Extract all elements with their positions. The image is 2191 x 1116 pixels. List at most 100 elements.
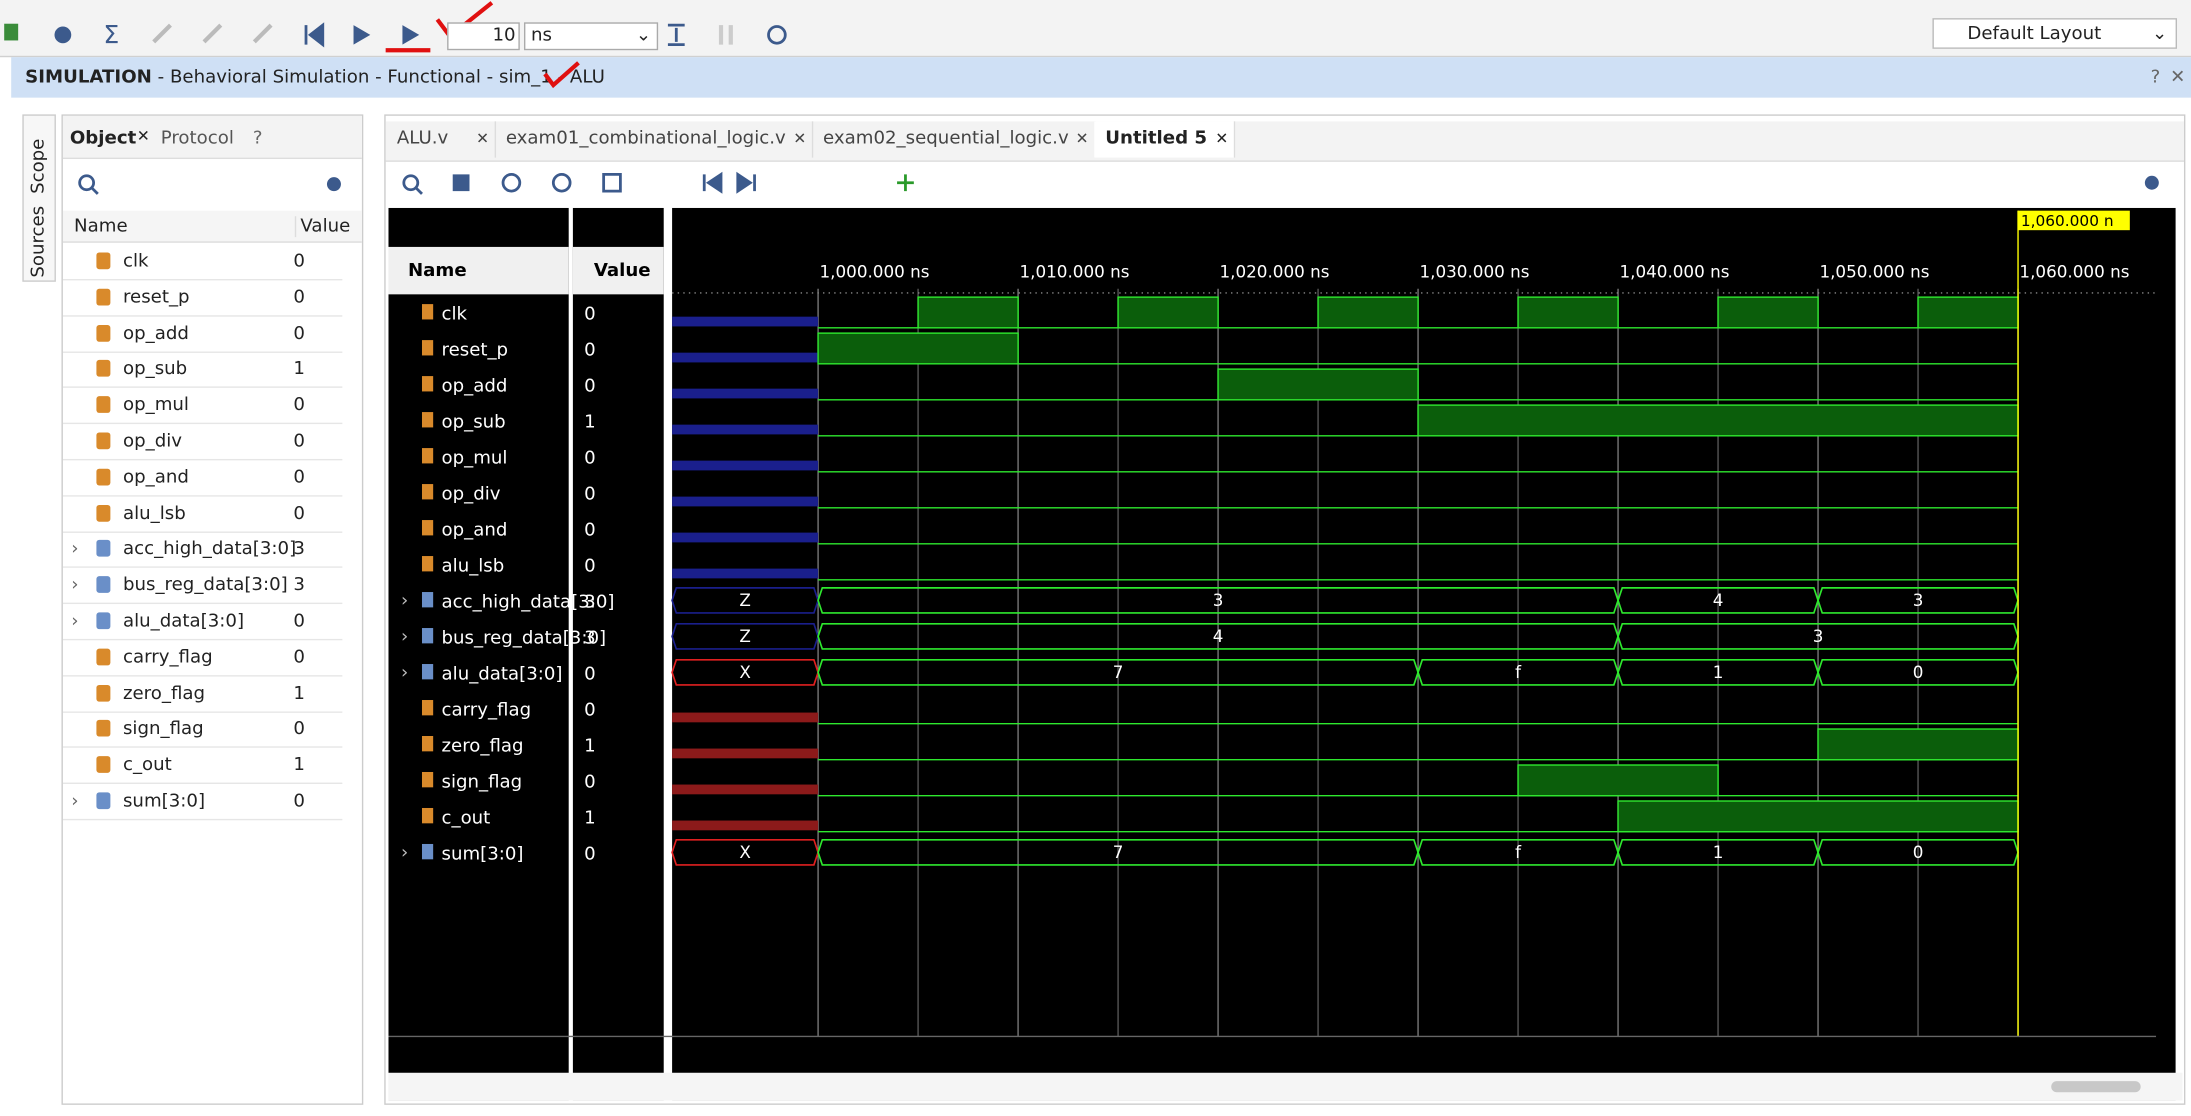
help[interactable]: ? [2150,66,2161,88]
unit-select[interactable]: ns ⌄ [523,22,659,51]
object-row: reset_p 0 [62,280,343,317]
object-row: › alu_data[3:0] 0 [62,604,343,641]
object-value: 0 [293,395,306,416]
dropdown-arrow: ⌄ [635,25,652,47]
unit-text: ns [530,25,552,47]
expand-arrow[interactable]: › [401,590,408,611]
icon[interactable] [4,23,19,41]
undefined-region [672,496,819,507]
cursor-label: 1,060.000 n [2021,212,2114,230]
tab-close[interactable]: ✕ [793,129,807,148]
relaunch-icon[interactable] [767,25,787,45]
icon[interactable] [667,23,685,47]
signal-name: clk [442,303,468,324]
object-row: op_add 0 [62,316,343,353]
signal-icon [96,684,111,702]
object-row: carry_flag 0 [62,640,343,677]
bus-value: X [739,842,750,862]
tab-text: exam02_sequential_logic.v [823,128,1069,150]
expand-arrow[interactable]: › [401,842,408,863]
help[interactable]: ? [252,128,263,150]
restart-icon[interactable] [304,22,325,48]
tab[interactable]: Protocol [160,128,234,150]
signal-name: sum[3:0] [442,843,524,864]
expand-arrow[interactable]: › [71,611,79,632]
editor-tab[interactable]: exam02_sequential_logic.v ✕ [812,121,1096,158]
column-name: Name [408,260,467,281]
signal-value: 0 [584,843,596,864]
bus-value: Z [739,590,750,610]
expand-arrow[interactable]: › [401,626,408,647]
object-name: op_add [122,323,189,344]
bus-value: 7 [1113,842,1124,862]
signal-value: 0 [584,699,596,720]
expand-arrow[interactable]: › [71,539,79,560]
object-name: alu_lsb [122,503,186,524]
expand-arrow[interactable]: › [71,575,79,596]
expand-arrow[interactable]: › [401,662,408,683]
column-name: Name [74,216,128,238]
signal-name: bus_reg_data[3:0] [442,627,607,648]
layout-select[interactable]: Default Layout ⌄ [1932,18,2177,49]
names-bg [388,207,569,1101]
undefined-region [672,388,819,399]
signal-icon [421,376,434,392]
scroll-bar [388,1072,2183,1101]
signal-icon [96,324,111,342]
time-input[interactable]: 10 [447,22,520,51]
tab-close[interactable]: ✕ [136,126,150,146]
signal-value: 0 [584,663,596,684]
expand-arrow[interactable]: › [71,790,79,812]
signal-icon [96,756,111,774]
panel-tabs: Object ✕ Protocol ? [62,115,362,160]
undefined-region [672,748,819,759]
object-value: 3 [293,539,306,560]
object-value: 0 [293,503,306,524]
name-header-bg [388,246,569,295]
side-tab[interactable]: Sources [27,205,49,278]
run-for-icon[interactable] [402,25,420,45]
editor-tabs: ALU.v ✕ exam01_combinational_logic.v ✕ exam0… [385,121,2184,162]
signal-name: alu_lsb [442,555,505,576]
close[interactable]: ✕ [2170,66,2186,88]
tab-close[interactable]: ✕ [476,129,490,148]
signal-value: 0 [584,555,596,576]
object-row: op_sub 1 [62,352,343,389]
object-name: op_and [122,467,189,488]
object-name: c_out [122,754,172,776]
object-value: 0 [293,251,306,273]
objects-panel: Object ✕ Protocol ? Name Value clk 0 reset… [61,114,364,1105]
object-row: clk 0 [62,244,343,281]
signal-icon [421,700,434,716]
object-value: 0 [293,431,306,452]
object-name: reset_p [122,287,190,309]
signal-name: op_div [442,483,501,504]
editor-tab[interactable]: ALU.v ✕ [386,121,497,158]
tab[interactable]: Object [69,128,137,150]
editor-tab[interactable]: exam01_combinational_logic.v ✕ [495,121,814,158]
editor-tab[interactable]: Untitled 5 ✕ [1094,121,1236,158]
undefined-region [672,820,819,831]
waveform-view: Name Value 1,000.000 ns 1,010.000 ns 1,020.0… [388,207,2183,1101]
bus-value: 1 [1713,842,1724,862]
bus-value: f [1515,842,1522,862]
settings-icon[interactable] [54,26,72,44]
signal-value: 0 [584,771,596,792]
signal-icon [421,664,434,680]
tab-close[interactable]: ✕ [1215,129,1229,148]
signal-icon [421,520,434,536]
scroll-thumb[interactable] [2051,1081,2141,1093]
side-tab[interactable]: Scope [27,138,49,194]
time-tick-label: 1,030.000 ns [1419,262,1529,282]
signal-icon [96,648,111,666]
signal-value: 0 [584,375,596,396]
tab-close[interactable]: ✕ [1075,129,1089,148]
object-row: alu_lsb 0 [62,496,343,533]
sigma-icon[interactable]: Σ [103,20,119,49]
object-row: op_mul 0 [62,388,343,425]
signal-name: op_and [442,519,508,540]
undefined-region [672,316,819,327]
run-icon[interactable] [353,25,371,45]
editor: ALU.v ✕ exam01_combinational_logic.v ✕ exam0… [384,114,2186,1105]
signal-icon [96,792,111,810]
